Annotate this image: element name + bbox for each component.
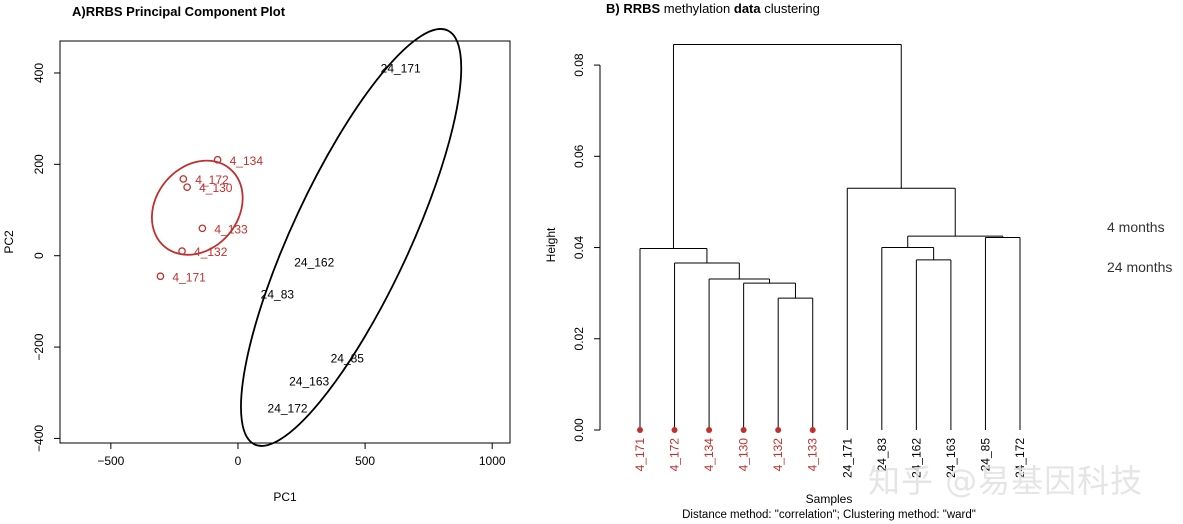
leaf-label: 24_85: [978, 438, 992, 472]
data-point: [178, 247, 186, 255]
ellipse-group-1: [240, 28, 463, 447]
point-label: 24_172: [268, 402, 308, 416]
pca-ytick-label: −400: [32, 425, 46, 452]
dendrogram-subtitle: Distance method: "correlation"; Clusteri…: [682, 509, 976, 521]
watermark: 知乎 @易基因科技: [868, 462, 1144, 500]
point-label: 4_134: [230, 154, 264, 168]
dendrogram-xlabel: Samples: [806, 492, 853, 506]
dendrogram-ytick-label: 0.02: [572, 327, 586, 351]
pca-panel: A)RRBS Principal Component Plot −500 0 500…: [2, 4, 511, 504]
dendrogram-ytick-label: 0.00: [572, 418, 586, 442]
pca-axes: −500 0 500 1000 −400 −200 0 200 400: [32, 63, 506, 468]
legend: 4 months 24 months: [1107, 219, 1172, 275]
pca-ytick-label: 0: [32, 252, 46, 259]
pca-xtick-label: 500: [355, 454, 375, 468]
ellipse-group-0: [150, 159, 244, 256]
dendrogram-ylabel: Height: [544, 227, 558, 262]
legend-item-24-months: 24 months: [1107, 259, 1172, 275]
leaf-label: 24_172: [1013, 438, 1027, 478]
point-label: 4_132: [194, 245, 228, 259]
pca-xtick-label: −500: [97, 454, 124, 468]
title-part-1: B) RRBS: [606, 1, 660, 16]
title-part-2: methylation: [660, 1, 734, 16]
legend-item-4-months: 4 months: [1107, 219, 1165, 235]
leaf-marker: [740, 427, 747, 433]
point-label: 4_130: [199, 181, 233, 195]
leaf-label: 4_133: [806, 438, 820, 472]
data-point: [183, 183, 191, 192]
leaf-marker: [706, 427, 713, 433]
leaf-label: 24_163: [944, 438, 958, 478]
dendrogram-ytick-label: 0.08: [572, 53, 586, 77]
point-label: 24_163: [289, 374, 329, 388]
title-part-3: data: [734, 1, 762, 16]
pca-title: A)RRBS Principal Component Plot: [72, 4, 286, 19]
data-point: [213, 155, 222, 164]
dendrogram-panel: B) RRBS methylation data clustering 0.00…: [544, 1, 1027, 521]
data-point: [198, 224, 207, 233]
pca-xlabel: PC1: [273, 490, 297, 504]
point-label: 24_85: [331, 351, 365, 365]
data-point: [179, 175, 188, 183]
leaf-label: 4_171: [633, 438, 647, 472]
pca-plot-area: [59, 40, 511, 444]
point-label: 4_172: [195, 173, 229, 187]
pca-xtick-label: 0: [235, 454, 242, 468]
pca-xtick-label: 1000: [479, 454, 506, 468]
point-label: 4_133: [214, 222, 248, 236]
leaf-label: 4_172: [668, 438, 682, 472]
leaf-label: 24_162: [909, 438, 923, 478]
leaf-label: 4_130: [737, 438, 751, 472]
point-label: 24_162: [294, 256, 334, 270]
title-part-4: clustering: [761, 1, 820, 16]
dendrogram-title: B) RRBS methylation data clustering: [606, 1, 820, 16]
point-label: 24_171: [381, 61, 421, 75]
leaf-marker: [809, 427, 816, 433]
pca-ylabel: PC2: [2, 230, 16, 254]
pca-ytick-label: 400: [32, 63, 46, 83]
leaf-marker: [637, 427, 643, 433]
dendrogram-ytick-label: 0.04: [572, 236, 586, 260]
dendrogram-ytick-label: 0.06: [572, 144, 586, 168]
leaf-marker: [775, 427, 782, 433]
leaf-label: 4_132: [771, 438, 785, 472]
dendrogram-axis: 0.00 0.02 0.04 0.06 0.08: [572, 53, 601, 442]
pca-ytick-label: −200: [32, 333, 46, 360]
leaf-marker: [671, 427, 678, 433]
pca-ellipses: [150, 28, 463, 447]
point-label: 24_83: [261, 288, 295, 302]
dendrogram-tree: [639, 44, 1021, 430]
dendrogram-leaves: 4_171 4_172 4_134 4_130 4_132 4_133 24_171 24_8…: [633, 427, 1027, 478]
pca-ytick-label: 200: [32, 154, 46, 174]
data-point: [156, 272, 165, 281]
point-label: 4_171: [172, 270, 206, 284]
leaf-label: 24_171: [840, 438, 854, 478]
leaf-label: 24_83: [875, 438, 889, 472]
leaf-label: 4_134: [702, 438, 716, 472]
